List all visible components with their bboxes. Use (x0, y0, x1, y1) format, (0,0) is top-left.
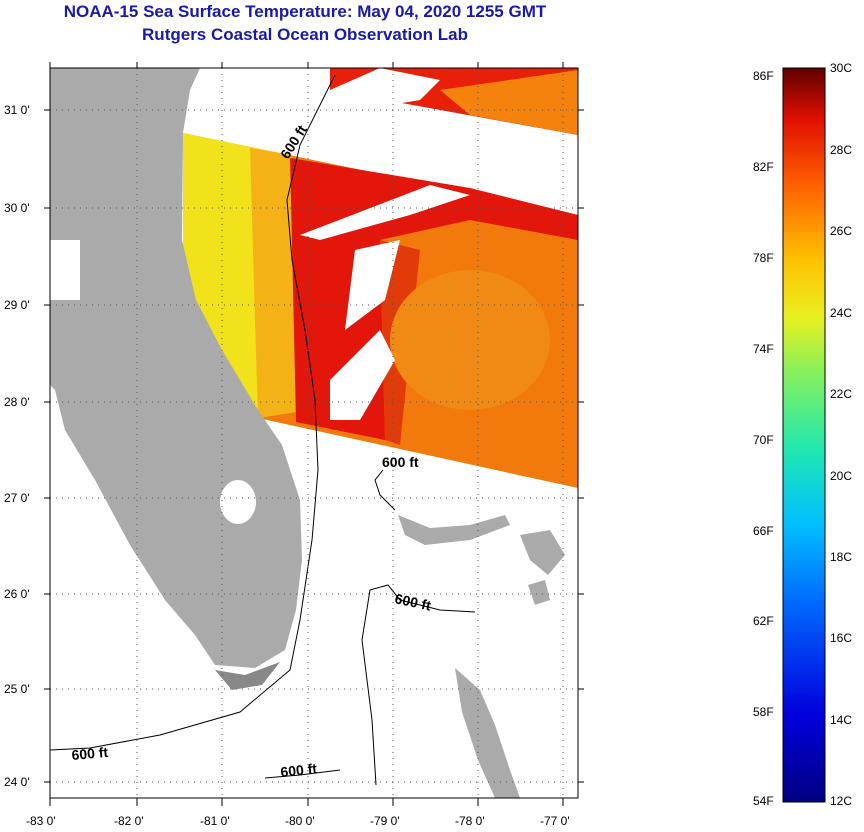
grand-bahama (398, 515, 510, 545)
colorbar-f-label: 78F (753, 251, 774, 265)
bathymetry-contour (50, 74, 336, 751)
map-subtitle: Rutgers Coastal Ocean Observation Lab (142, 25, 468, 44)
lon-label: -78 0' (455, 814, 485, 828)
colorbar-f-label: 54F (753, 794, 774, 808)
lon-label: -83 0' (26, 814, 56, 828)
lat-label: 25 0' (4, 682, 30, 696)
lon-label: -81 0' (200, 814, 230, 828)
colorbar-c-label: 30C (830, 61, 852, 75)
cloud-patch (300, 185, 470, 240)
lon-label: -80 0' (285, 814, 315, 828)
colorbar-c-label: 14C (830, 713, 852, 727)
colorbar-c-label: 22C (830, 387, 852, 401)
contour-label: 600 ft (382, 454, 419, 470)
colorbar-f-label: 58F (753, 705, 774, 719)
eleuthera-island (528, 580, 550, 605)
colorbar-f-label: 70F (753, 433, 774, 447)
contour-label: 600 ft (393, 590, 432, 613)
sst-yellow-orange-band (250, 148, 296, 418)
colorbar-f-label: 86F (753, 69, 774, 83)
sst-swath-upper-orange (440, 70, 578, 135)
colorbar-c-label: 12C (830, 794, 852, 808)
lat-label: 24 0' (4, 775, 30, 789)
contour-label: 600 ft (280, 760, 318, 780)
andros-island (455, 668, 520, 798)
bathymetry-contour (264, 769, 341, 779)
colorbar-c-labels: 30C 28C 26C 24C 22C 20C 18C 16C 14C 12C (830, 61, 852, 808)
lake-okeechobee (220, 480, 256, 524)
florida-keys (215, 662, 280, 690)
lat-label: 27 0' (4, 491, 30, 505)
cloud-patch (330, 68, 440, 110)
colorbar-f-label: 62F (753, 614, 774, 628)
lat-label: 28 0' (4, 395, 30, 409)
colorbar-f-labels: 86F 82F 78F 74F 70F 66F 62F 58F 54F (753, 69, 774, 808)
colorbar-c-label: 18C (830, 550, 852, 564)
contour-label: 600 ft (71, 744, 109, 763)
bathymetry-contour (374, 469, 396, 511)
colorbar (782, 67, 826, 803)
map-title: NOAA-15 Sea Surface Temperature: May 04,… (63, 2, 547, 21)
map-frame (49, 67, 579, 799)
tick-marks (44, 62, 584, 806)
latitude-labels: 31 0' 30 0' 29 0' 28 0' 27 0' 26 0' 25 0… (4, 103, 30, 789)
lon-label: -82 0' (114, 814, 144, 828)
lat-label: 30 0' (4, 201, 30, 215)
lon-label: -77 0' (540, 814, 570, 828)
lat-label: 31 0' (4, 103, 30, 117)
sst-eddy (390, 270, 550, 410)
colorbar-c-label: 28C (830, 143, 852, 157)
colorbar-f-label: 66F (753, 524, 774, 538)
graticule (50, 68, 578, 798)
colorbar-f-label: 74F (753, 342, 774, 356)
colorbar-c-label: 26C (830, 224, 852, 238)
lat-label: 29 0' (4, 298, 30, 312)
cloud-patch (345, 240, 400, 330)
colorbar-c-label: 16C (830, 631, 852, 645)
abaco-island (520, 530, 565, 575)
colorbar-c-label: 24C (830, 306, 852, 320)
colorbar-c-label: 20C (830, 469, 852, 483)
bathymetry-contour (361, 584, 476, 786)
colorbar-f-label: 82F (753, 160, 774, 174)
longitude-labels: -83 0' -82 0' -81 0' -80 0' -79 0' -78 0… (26, 814, 570, 828)
lon-label: -79 0' (370, 814, 400, 828)
lat-label: 26 0' (4, 587, 30, 601)
cloud-patch (330, 330, 395, 420)
